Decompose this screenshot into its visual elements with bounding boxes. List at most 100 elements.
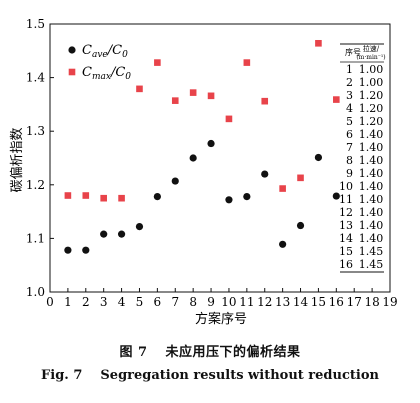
table-cell-index: 8 <box>346 154 353 167</box>
point-cave <box>153 192 161 201</box>
point-cave <box>207 139 215 148</box>
point-cmax <box>189 89 197 96</box>
point-cmax <box>225 115 233 123</box>
y-tick-label: 1.0 <box>26 285 45 299</box>
table-cell-speed: 1.40 <box>359 232 384 245</box>
table-cell-index: 5 <box>346 115 353 128</box>
x-tick-label: 6 <box>154 295 162 309</box>
x-tick-label: 10 <box>221 295 236 309</box>
point-cmax <box>243 59 251 66</box>
x-tick-label: 19 <box>382 295 397 309</box>
point-cave <box>135 223 144 231</box>
point-cave <box>225 196 233 204</box>
table-cell-speed: 1.45 <box>359 258 384 271</box>
table-cell-speed: 1.45 <box>359 245 384 258</box>
x-tick-label: 0 <box>46 295 54 309</box>
x-axis-label: 方案序号 <box>195 311 247 327</box>
table-cell-speed: 1.00 <box>359 76 384 89</box>
x-tick-label: 2 <box>82 295 90 309</box>
point-cmax <box>315 39 322 47</box>
point-cmax <box>261 97 269 105</box>
y-tick-label: 1.1 <box>26 231 45 245</box>
table-cell-index: 4 <box>346 102 353 115</box>
table-header-unit: (m·min⁻¹) <box>356 54 385 61</box>
table-cell-index: 11 <box>339 193 353 206</box>
point-cmax <box>82 192 90 199</box>
y-axis-label: 碳偏析指数 <box>10 127 25 192</box>
point-cmax <box>118 194 125 202</box>
point-cmax <box>171 97 179 104</box>
axes: 0 1 2 3 4 5 6 7 8 9 10 11 12 13 14 15 16 17 18 191.01.11.21… <box>26 17 398 309</box>
x-tick-label: 7 <box>171 295 179 309</box>
point-cave <box>279 240 287 248</box>
table-cell-speed: 1.40 <box>359 219 384 232</box>
legend-marker-cmax <box>68 68 76 76</box>
caption-en-text: Segregation results without reduction <box>100 368 379 383</box>
point-cave <box>296 221 305 230</box>
legend-marker-cave <box>68 46 76 54</box>
legend: Cave/C0 Cmax/C0 <box>68 43 131 82</box>
point-cmax <box>279 185 286 192</box>
x-tick-label: 3 <box>100 295 108 309</box>
plot-frame <box>49 23 391 293</box>
point-cave <box>82 246 90 254</box>
point-cave <box>332 192 340 200</box>
table-cell-speed: 1.40 <box>359 167 384 180</box>
y-tick-label: 1.5 <box>26 17 45 31</box>
table-cell-speed: 1.20 <box>359 89 384 102</box>
x-tick-label: 8 <box>189 295 197 309</box>
x-tick-label: 4 <box>118 295 126 309</box>
point-cave <box>261 170 269 178</box>
legend-label: Cmax/C0 <box>82 65 131 82</box>
x-tick-label: 12 <box>257 295 272 309</box>
table-cell-index: 13 <box>339 219 353 232</box>
table-cell-index: 12 <box>339 206 353 219</box>
caption-en-fig: Fig. 7 <box>41 368 83 383</box>
table-cell-index: 2 <box>346 76 353 89</box>
table-cell-index: 9 <box>346 167 353 180</box>
point-cmax <box>297 174 304 182</box>
figure-caption-cn: 图 7 未应用压下的偏析结果 <box>0 341 420 360</box>
figure-caption-en: Fig. 7 Segregation results without reduct… <box>0 368 420 383</box>
point-cave <box>64 246 72 254</box>
inset-table: 序号 拉速/(m·min⁻¹)1 1.00 2 1.00 3 1.20 4 1.20 5 1.20 6… <box>339 43 386 273</box>
point-cmax <box>136 85 143 93</box>
x-tick-label: 15 <box>311 295 326 309</box>
caption-cn-text: 未应用压下的偏析结果 <box>165 345 301 360</box>
point-cave <box>189 154 197 162</box>
point-cave <box>100 230 108 238</box>
table-cell-index: 14 <box>339 232 353 245</box>
table-cell-speed: 1.20 <box>359 115 384 128</box>
table-cell-speed: 1.20 <box>359 102 384 115</box>
table-cell-speed: 1.40 <box>359 128 384 141</box>
y-tick-label: 1.2 <box>26 178 45 192</box>
table-cell-index: 3 <box>346 89 353 102</box>
table-cell-index: 15 <box>339 245 353 258</box>
point-cmax <box>64 192 72 199</box>
table-header-index: 序号 <box>345 47 361 57</box>
x-tick-label: 17 <box>347 295 362 309</box>
table-cell-speed: 1.40 <box>359 180 384 193</box>
point-cmax <box>100 194 107 202</box>
point-cmax <box>333 96 340 103</box>
y-tick-label: 1.4 <box>26 71 45 85</box>
x-tick-label: 1 <box>64 295 72 309</box>
point-cmax <box>207 92 215 100</box>
x-tick-label: 16 <box>329 295 344 309</box>
segregation-chart: 0 1 2 3 4 5 6 7 8 9 10 11 12 13 14 15 16 17 18 191.01.11.21… <box>10 17 398 327</box>
table-cell-index: 10 <box>339 180 353 193</box>
table-cell-index: 16 <box>339 258 353 271</box>
table-cell-speed: 1.40 <box>359 154 384 167</box>
x-tick-label: 13 <box>275 295 290 309</box>
table-cell-speed: 1.40 <box>359 206 384 219</box>
caption-cn-fig: 图 7 <box>119 345 148 360</box>
x-tick-label: 11 <box>239 295 254 309</box>
point-cave <box>117 230 126 238</box>
x-tick-label: 9 <box>207 295 215 309</box>
point-cave <box>171 177 179 185</box>
table-cell-index: 7 <box>346 141 353 154</box>
table-header-speed: 拉速/ <box>363 44 380 53</box>
table-cell-speed: 1.00 <box>359 63 384 76</box>
table-cell-index: 1 <box>346 63 353 76</box>
point-cave <box>243 192 251 201</box>
